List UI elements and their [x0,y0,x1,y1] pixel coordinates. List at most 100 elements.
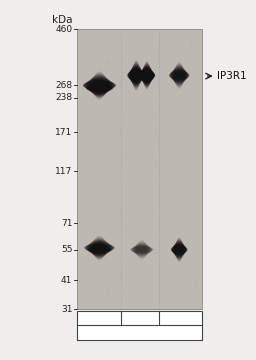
Ellipse shape [175,239,183,261]
Ellipse shape [174,240,184,260]
Ellipse shape [133,67,140,84]
Ellipse shape [92,72,107,99]
Ellipse shape [131,63,141,87]
Ellipse shape [173,64,185,86]
Ellipse shape [131,71,142,80]
Ellipse shape [170,70,189,81]
Ellipse shape [173,242,185,257]
Ellipse shape [173,66,186,85]
Ellipse shape [174,63,184,87]
Ellipse shape [143,71,151,80]
Ellipse shape [85,243,114,253]
Text: 460: 460 [55,25,72,34]
Ellipse shape [88,246,111,254]
Ellipse shape [140,68,153,83]
Ellipse shape [133,67,139,84]
Ellipse shape [171,246,187,253]
Ellipse shape [90,74,109,96]
Ellipse shape [171,68,187,83]
Ellipse shape [87,241,112,255]
Ellipse shape [175,62,184,88]
Ellipse shape [129,68,144,83]
Ellipse shape [174,241,185,258]
Ellipse shape [88,240,110,256]
Ellipse shape [90,243,109,256]
Ellipse shape [134,242,149,257]
Ellipse shape [131,246,153,254]
Text: 117: 117 [55,167,72,176]
Ellipse shape [91,73,108,98]
Ellipse shape [143,63,151,88]
Text: 268: 268 [55,81,72,90]
Ellipse shape [176,237,182,262]
Ellipse shape [91,242,108,257]
Ellipse shape [88,83,111,94]
Text: 71: 71 [61,219,72,228]
Ellipse shape [142,64,152,86]
Ellipse shape [142,65,152,85]
Ellipse shape [139,71,155,80]
Ellipse shape [132,70,141,81]
Ellipse shape [143,69,151,81]
Ellipse shape [142,72,152,78]
Ellipse shape [87,246,112,253]
Ellipse shape [144,68,150,82]
Ellipse shape [131,72,142,78]
Bar [77,30,202,309]
Ellipse shape [94,240,105,259]
Text: 15: 15 [133,311,148,324]
Ellipse shape [133,60,140,91]
Ellipse shape [85,79,114,92]
Ellipse shape [132,62,141,89]
Ellipse shape [84,244,115,252]
Ellipse shape [170,69,188,82]
Ellipse shape [93,71,105,100]
Ellipse shape [89,82,110,95]
Text: IP3R1: IP3R1 [217,71,247,81]
Text: 31: 31 [61,305,72,314]
Ellipse shape [128,69,144,81]
Ellipse shape [92,80,106,97]
Ellipse shape [173,243,186,257]
Ellipse shape [86,77,112,93]
Ellipse shape [145,66,149,85]
Ellipse shape [142,72,152,79]
Ellipse shape [89,75,110,95]
Ellipse shape [133,244,151,255]
Text: 5: 5 [177,311,184,324]
Text: 41: 41 [61,276,72,285]
Text: 238: 238 [55,93,72,102]
Ellipse shape [132,245,152,255]
Ellipse shape [93,236,106,260]
Ellipse shape [92,237,107,259]
Ellipse shape [86,85,113,91]
Ellipse shape [144,61,150,90]
Text: 171: 171 [55,127,72,136]
Ellipse shape [91,238,108,258]
Text: 55: 55 [61,245,72,254]
Ellipse shape [140,69,154,82]
Ellipse shape [87,84,111,93]
Ellipse shape [132,69,140,82]
Text: kDa: kDa [52,15,72,26]
Ellipse shape [93,241,106,258]
Ellipse shape [131,71,141,80]
Ellipse shape [141,66,153,84]
Ellipse shape [127,71,145,80]
Ellipse shape [130,64,142,86]
Ellipse shape [135,242,148,258]
Ellipse shape [93,78,105,98]
Ellipse shape [130,246,153,253]
Ellipse shape [89,244,110,255]
Ellipse shape [172,244,186,256]
Ellipse shape [90,239,109,257]
Text: 50: 50 [92,311,106,324]
Ellipse shape [91,80,108,96]
Ellipse shape [89,245,110,255]
Ellipse shape [87,84,112,92]
Ellipse shape [84,80,115,91]
Ellipse shape [139,70,155,81]
Ellipse shape [88,76,111,94]
Ellipse shape [132,61,140,90]
Ellipse shape [92,242,107,258]
